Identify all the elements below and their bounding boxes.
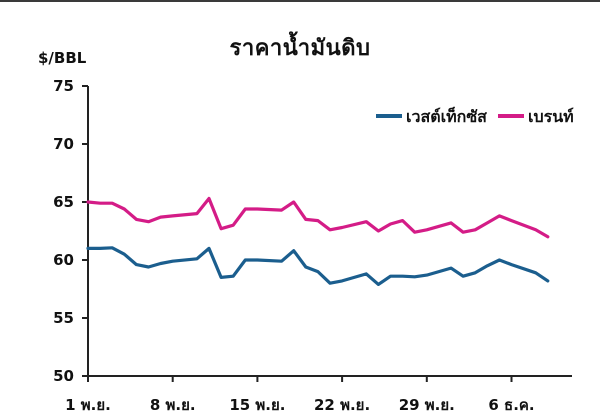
- x-tick-label: 8 พ.ย.: [150, 396, 196, 414]
- y-tick-label: 60: [53, 251, 74, 269]
- axes-group: 50 55 60 65 70 75 1 พ.ย. 8 พ.ย. 15 พ.ย. 22 พ.ย. 29…: [53, 77, 572, 414]
- x-tick-label: 1 พ.ย.: [65, 396, 111, 414]
- x-tick-label: 29 พ.ย.: [399, 396, 455, 414]
- x-tick-label: 15 พ.ย.: [229, 396, 285, 414]
- y-tick-label: 75: [53, 77, 74, 95]
- legend: เวสต์เท็กซัส เบรนท์: [376, 105, 574, 126]
- legend-label: เบรนท์: [528, 107, 574, 126]
- series-line-wti: [86, 246, 550, 286]
- y-tick-label: 65: [53, 193, 74, 211]
- top-border: [0, 0, 600, 2]
- y-tick-label: 50: [53, 367, 74, 385]
- series-group: [86, 196, 550, 286]
- y-tick-label: 70: [53, 135, 74, 153]
- legend-label: เวสต์เท็กซัส: [406, 105, 487, 126]
- x-tick-label: 22 พ.ย.: [314, 396, 370, 414]
- chart-title: ราคาน้ำมันดิบ: [229, 36, 371, 61]
- x-tick-label: 6 ธ.ค.: [488, 396, 534, 414]
- y-tick-label: 55: [53, 309, 74, 327]
- series-line-brent: [86, 196, 550, 239]
- y-axis-unit-label: $/BBL: [38, 49, 87, 67]
